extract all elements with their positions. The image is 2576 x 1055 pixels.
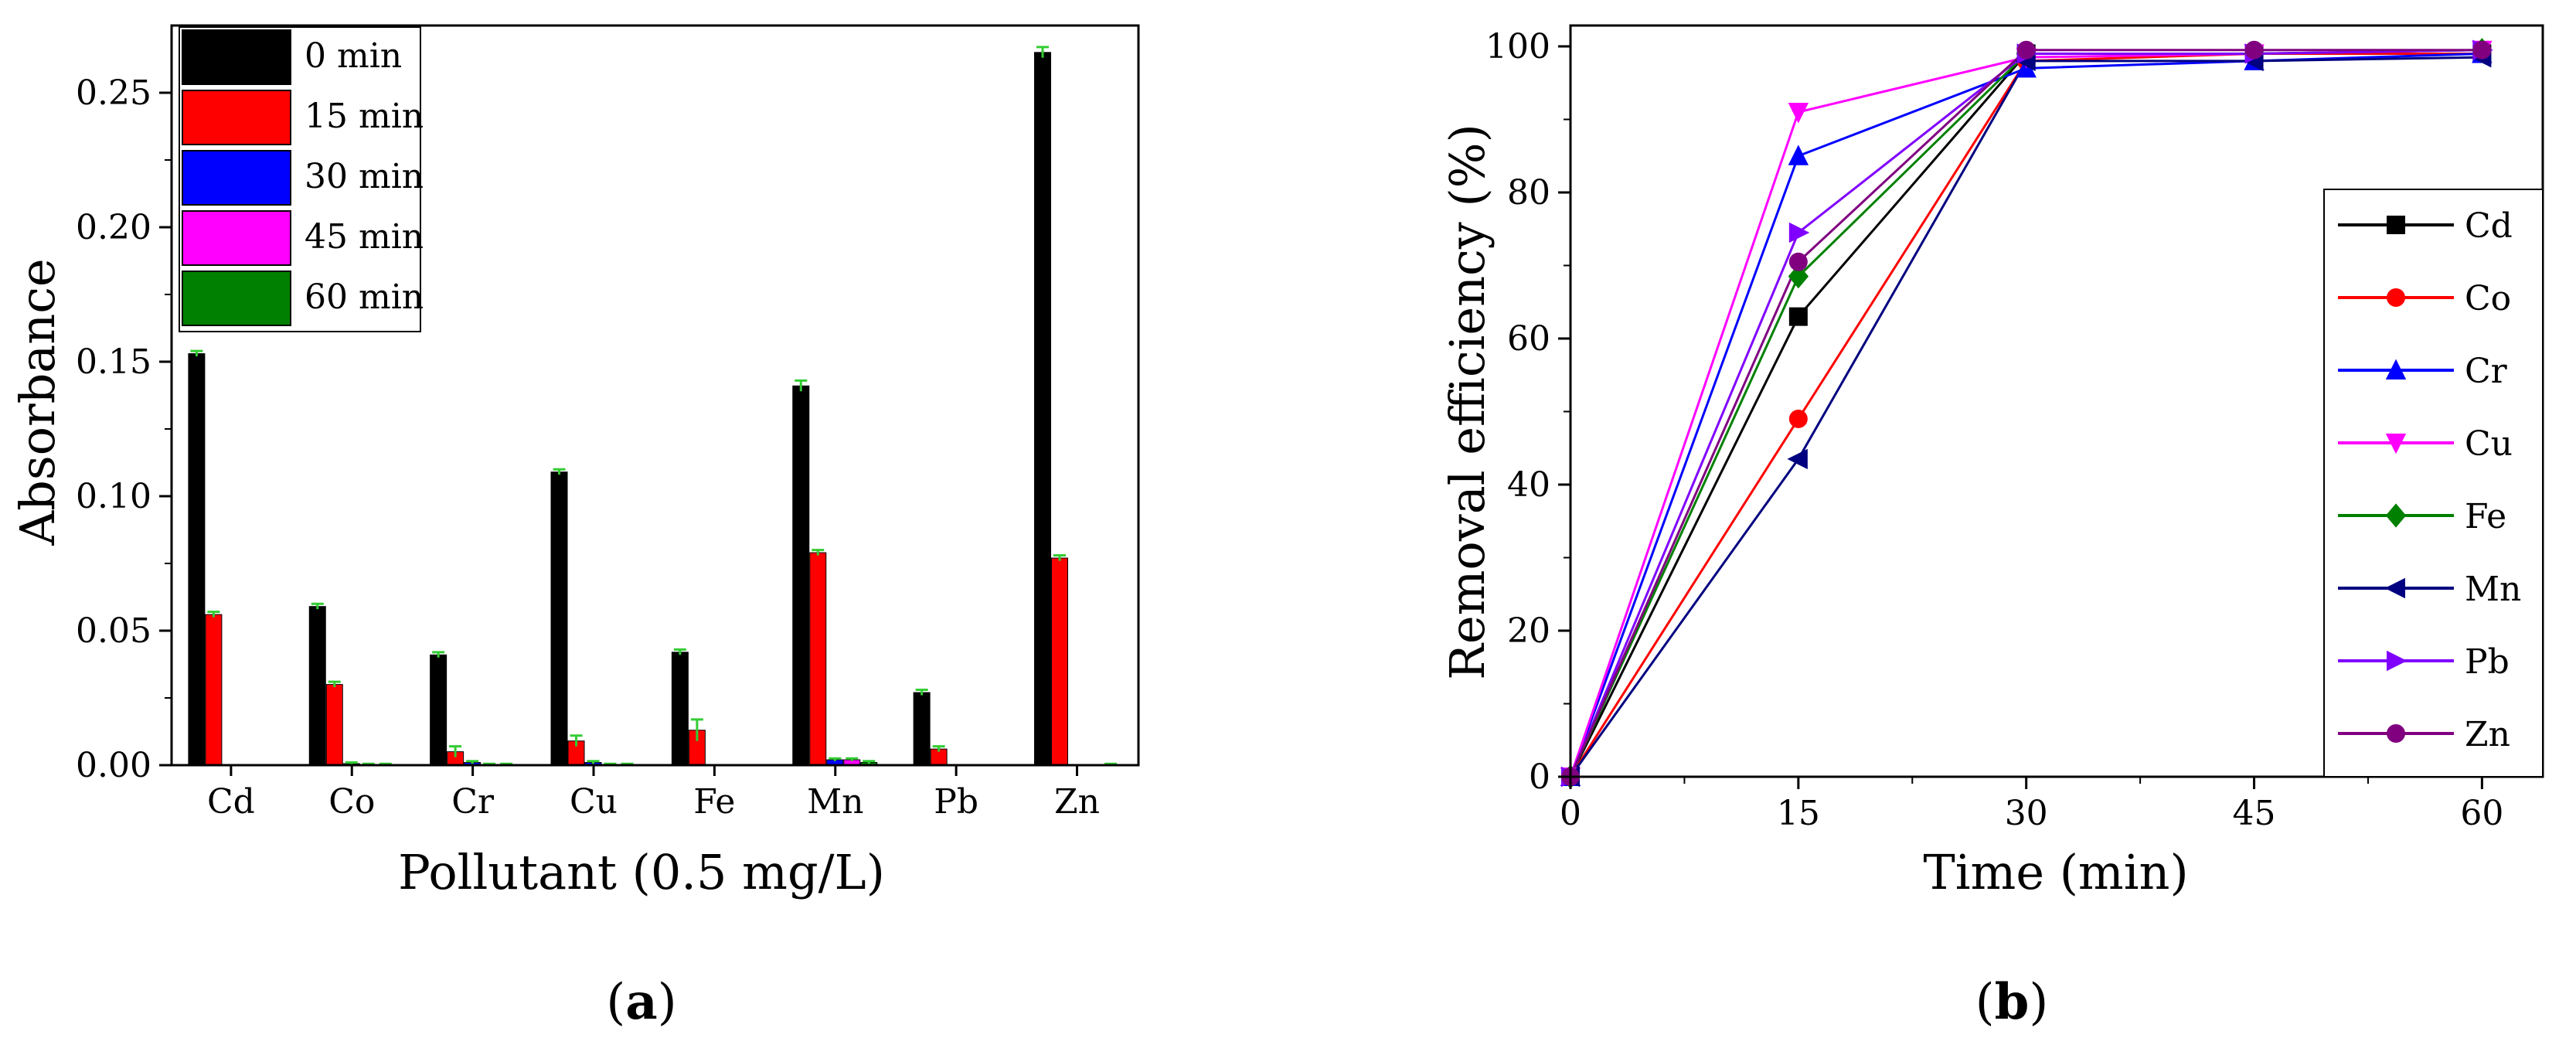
x-tick-label-cr: Cr xyxy=(451,782,495,822)
x-tick-label-fe: Fe xyxy=(693,782,735,822)
panel-a-x-axis-label: Pollutant (0.5 mg/L) xyxy=(398,844,885,900)
point-cu-15 xyxy=(1788,103,1809,124)
y-tick-label-3: 60 xyxy=(1507,319,1550,359)
panel-a-y-ticks: 0.00 0.05 0.10 0.15 0.20 0.25 xyxy=(76,73,172,785)
point-mn-15 xyxy=(1787,448,1808,470)
panel-b-y-ticks: 0 20 40 60 80 100 xyxy=(1485,27,1570,797)
x-tick-label-cd: Cd xyxy=(207,782,255,822)
legend-swatch-15-min xyxy=(182,90,291,145)
panel-a-y-axis-label: Absorbance xyxy=(9,258,66,546)
bar-cd-0-min xyxy=(188,353,206,766)
x-tick-label-cu: Cu xyxy=(570,782,618,822)
point-zn-15 xyxy=(1788,252,1808,271)
y-tick-label-5: 100 xyxy=(1485,27,1550,66)
bar-co-15-min xyxy=(325,684,343,766)
panel-b-label: (b) xyxy=(1975,973,2049,1031)
bar-pb-0-min xyxy=(913,692,931,766)
bar-fe-0-min xyxy=(671,652,689,766)
legend-box xyxy=(2323,189,2544,778)
panel-a-plot-frame xyxy=(170,24,1140,767)
y-tick-label-5: 0.25 xyxy=(76,73,151,113)
x-tick-label-mn: Mn xyxy=(807,782,863,822)
point-zn-45 xyxy=(2244,40,2264,60)
y-tick-label-1: 20 xyxy=(1507,611,1550,651)
legend-label-cu: Cu xyxy=(2465,424,2513,464)
panel-a-legend: 0 min 15 min 30 min 45 min 60 min xyxy=(179,26,424,332)
legend-swatch-0-min xyxy=(182,29,291,85)
y-tick-label-4: 0.20 xyxy=(76,208,151,247)
bar-cr-0-min xyxy=(430,654,447,766)
legend-marker-pb xyxy=(2387,650,2408,672)
point-zn-30 xyxy=(2016,40,2036,60)
legend-marker-cd xyxy=(2387,216,2405,234)
panel-b-legend: Cd Co Cr Cu Fe Mn Pb Zn xyxy=(2323,189,2544,778)
panel-b-y-axis-label: Removal efficiency (%) xyxy=(1439,124,1496,680)
x-tick-label-2: 30 xyxy=(2005,794,2048,833)
panel-a-label-letter: a xyxy=(625,973,657,1031)
point-pb-15 xyxy=(1788,222,1810,243)
legend-label-30-min: 30 min xyxy=(305,157,424,196)
point-cr-15 xyxy=(1788,145,1809,165)
panel-a-label: (a) xyxy=(606,973,676,1031)
legend-label-cr: Cr xyxy=(2465,352,2508,391)
legend-marker-zn xyxy=(2387,724,2405,743)
bar-cd-15-min xyxy=(205,614,223,766)
legend-marker-co xyxy=(2387,288,2405,307)
panel-a-bar-chart: 0.00 0.05 0.10 0.15 0.20 0.25 Cd Co Cr Cu Fe Mn Pb Z… xyxy=(9,24,1140,1031)
point-co-15 xyxy=(1788,409,1808,428)
bar-mn-15-min xyxy=(809,552,827,766)
bar-mn-0-min xyxy=(792,385,810,766)
y-tick-label-2: 40 xyxy=(1507,465,1550,505)
legend-label-15-min: 15 min xyxy=(305,97,424,136)
legend-label-fe: Fe xyxy=(2465,497,2506,536)
point-cd-15 xyxy=(1788,307,1808,326)
panel-a-x-ticks: Cd Co Cr Cu Fe Mn Pb Zn xyxy=(207,765,1100,822)
x-tick-label-co: Co xyxy=(328,782,375,822)
bar-co-0-min xyxy=(308,606,326,766)
x-tick-label-3: 45 xyxy=(2233,794,2276,833)
y-tick-label-1: 0.05 xyxy=(76,611,151,651)
legend-swatch-60-min xyxy=(182,271,291,326)
bar-cu-0-min xyxy=(550,471,568,766)
x-tick-label-0: 0 xyxy=(1560,794,1581,833)
legend-label-zn: Zn xyxy=(2465,715,2510,754)
legend-label-60-min: 60 min xyxy=(305,277,424,317)
legend-label-pb: Pb xyxy=(2465,642,2510,682)
legend-marker-cr xyxy=(2385,359,2407,379)
legend-marker-fe xyxy=(2385,503,2407,528)
x-tick-label-1: 15 xyxy=(1777,794,1820,833)
legend-label-45-min: 45 min xyxy=(305,217,424,257)
y-tick-label-0: 0 xyxy=(1529,757,1550,797)
panel-b-label-letter: b xyxy=(1995,973,2030,1031)
bar-zn-15-min xyxy=(1051,557,1069,766)
legend-label-0-min: 0 min xyxy=(305,36,402,76)
x-tick-label-zn: Zn xyxy=(1054,782,1100,822)
y-tick-label-4: 80 xyxy=(1507,173,1550,213)
legend-swatch-30-min xyxy=(182,150,291,206)
x-tick-label-4: 60 xyxy=(2460,794,2503,833)
legend-label-co: Co xyxy=(2465,279,2511,318)
y-tick-label-2: 0.10 xyxy=(76,477,151,516)
panel-b-x-axis-label: Time (min) xyxy=(1923,844,2188,900)
legend-marker-mn xyxy=(2384,577,2405,599)
point-zn-60 xyxy=(2472,40,2492,60)
y-tick-label-3: 0.15 xyxy=(76,342,151,382)
point-fe-15 xyxy=(1788,264,1809,289)
bar-zn-0-min xyxy=(1034,52,1052,766)
legend-swatch-45-min xyxy=(182,210,291,266)
legend-label-mn: Mn xyxy=(2465,570,2521,609)
legend-label-cd: Cd xyxy=(2465,206,2513,246)
panel-b-x-ticks: 0 15 30 45 60 xyxy=(1560,777,2503,833)
x-tick-label-pb: Pb xyxy=(934,782,978,822)
legend-marker-cu xyxy=(2385,434,2407,454)
y-tick-label-0: 0.00 xyxy=(76,746,151,785)
